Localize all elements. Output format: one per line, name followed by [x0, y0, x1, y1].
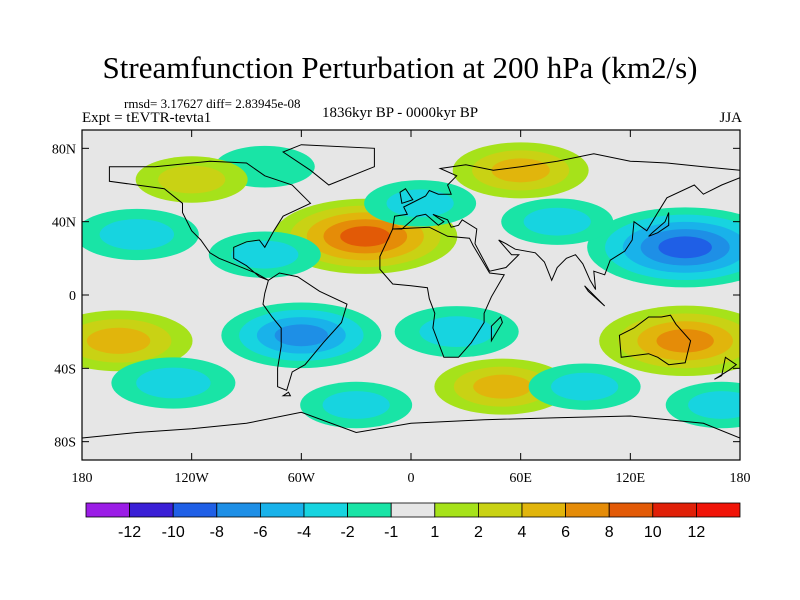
colorbar-swatch [521, 502, 566, 518]
colorbar-label: 12 [688, 524, 706, 541]
colorbar-swatch [696, 502, 741, 518]
anomaly-contour [231, 240, 299, 269]
anomaly-region [452, 142, 589, 199]
coastline [392, 153, 740, 290]
anomaly-region [111, 357, 236, 409]
colorbar-label: 10 [644, 524, 662, 541]
coastlines [82, 144, 740, 460]
x-tick-label: 180 [72, 471, 93, 486]
anomaly-region [587, 207, 740, 288]
coastline [108, 160, 312, 281]
colorbar-label: -10 [162, 524, 185, 541]
y-tick-label: 40N [52, 216, 76, 231]
axes: 180 120W 60W 0 60E 120E 180 80N 40N 0 40S 80S [52, 130, 751, 486]
anomaly-contour [523, 207, 591, 236]
anomaly-region [599, 305, 740, 377]
anomaly-contour [473, 374, 532, 399]
coastline [282, 144, 375, 186]
coastline [82, 411, 740, 460]
colorbar-label: -12 [118, 524, 141, 541]
anomaly-contour [386, 189, 454, 218]
anomaly-contour [340, 226, 391, 247]
anomaly-region [82, 310, 193, 372]
colorbar-swatch [259, 502, 305, 518]
anomaly-contour [322, 391, 390, 419]
coastline [714, 356, 738, 380]
colorbar-swatch [172, 502, 218, 518]
colorbar-label: -6 [253, 524, 267, 541]
anomaly-region [501, 198, 614, 245]
anomaly-region [300, 381, 413, 429]
anomaly-region [665, 381, 740, 429]
colorbar-label: 6 [561, 524, 570, 541]
colorbar-label: 4 [518, 524, 527, 541]
anomaly-region [135, 156, 248, 203]
colorbar-swatch [129, 502, 174, 518]
anomaly-contour [656, 329, 714, 353]
coastline [262, 272, 348, 391]
coastline [490, 316, 503, 343]
field-layer [82, 142, 740, 429]
colorbar-swatch [303, 502, 348, 518]
coastline [379, 226, 506, 358]
coastline [281, 391, 292, 397]
coastline [618, 314, 692, 366]
colorbar-swatch [477, 502, 523, 518]
colorbar-label: -8 [210, 524, 224, 541]
colorbar-swatch [608, 502, 654, 518]
colorbar-swatch [85, 502, 130, 518]
anomaly-region [434, 358, 571, 415]
y-tick-label: 80S [54, 436, 76, 451]
colorbar-label: 1 [430, 524, 439, 541]
x-tick-label: 180 [730, 471, 751, 486]
anomaly-contour [274, 324, 329, 347]
period-label: 1836kyr BP - 0000kyr BP [322, 105, 479, 121]
colorbar-swatch [652, 502, 697, 518]
coastline [399, 188, 414, 204]
anomaly-contour [491, 158, 550, 183]
experiment-label: Expt = tEVTR-tevta1 [82, 110, 212, 126]
colorbar-swatch [434, 502, 479, 518]
colorbar-label: -4 [297, 524, 311, 541]
colorbar-swatch [565, 502, 610, 518]
coastline [584, 285, 606, 307]
stats-label: rmsd= 3.17627 diff= 2.83945e-08 [124, 96, 301, 111]
anomaly-contour [419, 316, 494, 348]
anomaly-contour [136, 367, 211, 399]
colorbar-swatch [216, 502, 261, 518]
x-tick-label: 120E [616, 471, 646, 486]
anomaly-region [221, 302, 382, 369]
chart-title: Streamfunction Perturbation at 200 hPa (… [102, 50, 698, 85]
anomaly-contour [99, 219, 175, 250]
anomaly-region [364, 180, 477, 227]
colorbar: -12 -10 -8 -6 -4 -2 -1 1 2 4 6 8 10 12 [85, 502, 741, 541]
y-tick-label: 80N [52, 142, 76, 157]
anomaly-region [528, 363, 641, 410]
coastline [648, 212, 670, 237]
season-label: JJA [719, 110, 742, 126]
colorbar-label: 2 [474, 524, 483, 541]
x-tick-label: 60E [509, 471, 532, 486]
x-tick-label: 120W [175, 471, 210, 486]
anomaly-region [82, 208, 199, 261]
y-tick-label: 0 [69, 289, 76, 304]
colorbar-label: -1 [384, 524, 398, 541]
anomaly-contour [158, 165, 226, 194]
colorbar-label: -2 [340, 524, 354, 541]
anomaly-region [208, 231, 321, 278]
x-tick-label: 0 [408, 471, 415, 486]
x-tick-label: 60W [288, 471, 316, 486]
colorbar-label: 8 [605, 524, 614, 541]
anomaly-contour [688, 391, 740, 419]
anomaly-contour [86, 327, 151, 354]
anomaly-region [394, 306, 519, 358]
anomaly-contour [658, 236, 712, 259]
y-tick-label: 40S [54, 362, 76, 377]
colorbar-swatch [390, 502, 436, 518]
anomaly-contour [551, 372, 619, 401]
colorbar-swatch [347, 502, 392, 518]
